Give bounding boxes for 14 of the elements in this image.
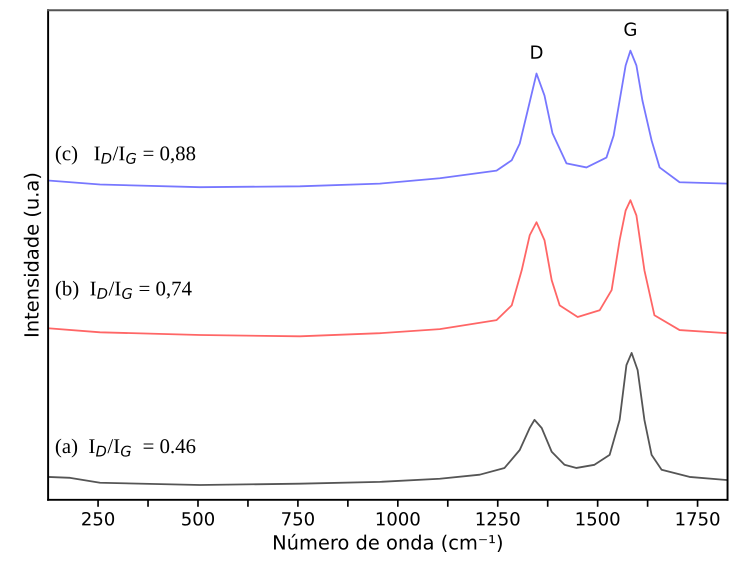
x-tick-label: 1250	[476, 512, 520, 526]
x-tick-label: 250	[82, 512, 114, 526]
x-tick-label: 1750	[676, 512, 720, 526]
x-tick-label: 500	[182, 512, 214, 526]
x-axis-title: Número de onda (cm⁻¹)	[274, 534, 502, 552]
annotation: G	[624, 22, 636, 36]
x-tick-label: 1500	[576, 512, 620, 526]
annotation: (b) I$_{D}$/I$_{G}$ = 0,74	[56, 280, 192, 300]
x-tick-label: 1000	[376, 512, 420, 526]
annotation: D	[531, 46, 542, 59]
annotation: (a) I$_{D}$/I$_{G}$ = 0.46	[56, 438, 196, 458]
annotation: (c) I$_{D}$/I$_{G}$ = 0,88	[56, 146, 196, 165]
x-tick-label: 750	[282, 512, 314, 526]
y-axis-title: Intensidade (u.a)	[24, 174, 42, 336]
